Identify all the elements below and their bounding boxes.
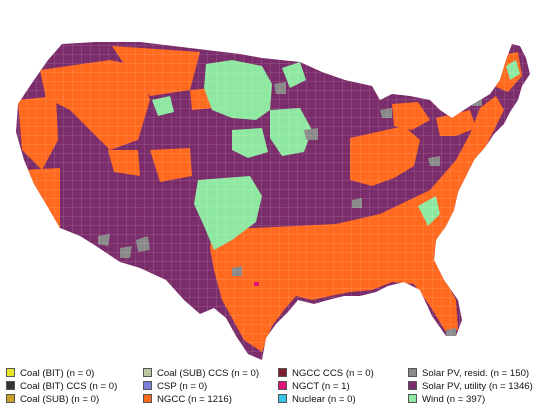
county-borders: [16, 42, 530, 360]
legend-item-wind: Wind (n = 397): [408, 394, 533, 406]
legend-label: Coal (BIT) (n = 0): [20, 368, 95, 379]
legend-label: Solar PV, utility (n = 1346): [422, 381, 533, 392]
us-county-map: [16, 42, 530, 360]
legend-item-nuclear: Nuclear (n = 0): [278, 394, 374, 406]
legend-item-ngcc: NGCC (n = 1216): [143, 394, 259, 406]
legend-swatch: [143, 368, 152, 377]
legend-swatch: [143, 381, 152, 390]
legend-column-4: Solar PV, resid. (n = 150) Solar PV, uti…: [408, 368, 533, 407]
legend-column-3: NGCC CCS (n = 0) NGCT (n = 1) Nuclear (n…: [278, 368, 374, 407]
legend-item-coal-bit: Coal (BIT) (n = 0): [6, 368, 117, 380]
legend-item-ngct: NGCT (n = 1): [278, 381, 374, 393]
legend-item-coal-bit-ccs: Coal (BIT) CCS (n = 0): [6, 381, 117, 393]
legend-swatch: [278, 381, 287, 390]
legend-label: Nuclear (n = 0): [292, 394, 356, 405]
legend-item-ngcc-ccs: NGCC CCS (n = 0): [278, 368, 374, 380]
legend-swatch: [6, 381, 15, 390]
legend-column-2: Coal (SUB) CCS (n = 0) CSP (n = 0) NGCC …: [143, 368, 259, 407]
legend-item-csp: CSP (n = 0): [143, 381, 259, 393]
legend-item-coal-sub-ccs: Coal (SUB) CCS (n = 0): [143, 368, 259, 380]
legend-label: NGCC (n = 1216): [157, 394, 232, 405]
legend-label: Coal (BIT) CCS (n = 0): [20, 381, 118, 392]
legend-label: Coal (SUB) (n = 0): [20, 394, 100, 405]
legend-label: NGCC CCS (n = 0): [292, 368, 374, 379]
legend-swatch: [278, 368, 287, 377]
legend-label: Solar PV, resid. (n = 150): [422, 368, 530, 379]
legend-swatch: [143, 394, 152, 403]
map-legend: Coal (BIT) (n = 0) Coal (BIT) CCS (n = 0…: [6, 368, 542, 408]
legend-label: CSP (n = 0): [157, 381, 208, 392]
legend-swatch: [6, 368, 15, 377]
legend-swatch: [408, 381, 417, 390]
legend-label: Coal (SUB) CCS (n = 0): [157, 368, 260, 379]
legend-swatch: [408, 368, 417, 377]
legend-item-coal-sub: Coal (SUB) (n = 0): [6, 394, 117, 406]
legend-column-1: Coal (BIT) (n = 0) Coal (BIT) CCS (n = 0…: [6, 368, 117, 407]
legend-item-solar-pv-resid: Solar PV, resid. (n = 150): [408, 368, 533, 380]
legend-swatch: [6, 394, 15, 403]
legend-swatch: [278, 394, 287, 403]
legend-swatch: [408, 394, 417, 403]
legend-label: Wind (n = 397): [422, 394, 486, 405]
map-regions: [16, 42, 530, 360]
legend-item-solar-pv-utility: Solar PV, utility (n = 1346): [408, 381, 533, 393]
legend-label: NGCT (n = 1): [292, 381, 350, 392]
